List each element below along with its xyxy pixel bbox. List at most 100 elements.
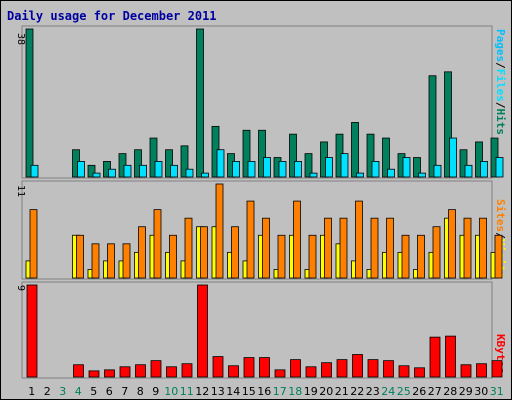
kbytes-bar bbox=[321, 362, 332, 378]
kbytes-bar bbox=[135, 364, 146, 378]
files-bar bbox=[30, 164, 39, 178]
files-bar bbox=[371, 161, 380, 178]
x-axis-day-labels: 1 2 3 4 5 6 7 8 9 10 11 12 13 14 15 16 17 18 19 20 21 22 23 24 2… bbox=[28, 385, 504, 398]
sites-bar bbox=[494, 234, 503, 279]
kbytes-bar bbox=[414, 367, 425, 378]
hits-bar bbox=[149, 137, 158, 178]
kbytes-bar bbox=[104, 369, 115, 378]
kbytes-bar bbox=[290, 359, 301, 378]
top-bars bbox=[25, 28, 504, 178]
sites-bar bbox=[153, 209, 162, 279]
files-bar bbox=[108, 168, 116, 178]
files-bar bbox=[418, 172, 426, 178]
files-bar bbox=[154, 161, 163, 178]
day-label: 17 bbox=[273, 385, 287, 398]
kbytes-bar bbox=[274, 369, 286, 378]
files-bar bbox=[449, 137, 457, 178]
kbytes-bar bbox=[228, 365, 239, 378]
files-bar bbox=[201, 172, 209, 178]
day-label: 20 bbox=[319, 385, 333, 398]
day-label: 12 bbox=[195, 385, 209, 398]
day-label: 28 bbox=[443, 385, 457, 398]
visits-sites-panel bbox=[21, 180, 493, 280]
kbytes-bar bbox=[476, 363, 487, 378]
sites-bar bbox=[386, 217, 394, 279]
legend-files: Files bbox=[494, 69, 507, 102]
day-label: 5 bbox=[90, 385, 97, 398]
files-bar bbox=[356, 172, 364, 178]
files-bar bbox=[185, 168, 194, 178]
hits-bar bbox=[351, 122, 359, 178]
day-label: 19 bbox=[304, 385, 318, 398]
sites-bar bbox=[200, 226, 208, 279]
day-label: 30 bbox=[474, 385, 488, 398]
files-bar bbox=[216, 149, 225, 178]
day-label: 29 bbox=[459, 385, 473, 398]
kbytes-bar bbox=[460, 364, 472, 378]
sites-bar bbox=[324, 217, 332, 279]
sites-bar bbox=[432, 226, 441, 279]
kbytes-bar bbox=[367, 359, 379, 378]
day-label: 27 bbox=[428, 385, 442, 398]
kbytes-bar bbox=[336, 359, 348, 378]
kbytes-bar bbox=[88, 370, 100, 378]
sites-bar bbox=[448, 209, 456, 279]
sites-bar bbox=[479, 217, 487, 279]
hits-bar bbox=[25, 28, 34, 178]
files-bar bbox=[387, 168, 395, 178]
day-label: 21 bbox=[335, 385, 349, 398]
kbytes-ymax-label: 9 bbox=[15, 285, 26, 291]
kbytes-bar bbox=[181, 363, 193, 378]
visits-ymax-label: 11 bbox=[15, 185, 26, 197]
sites-bar bbox=[169, 234, 177, 279]
middle-bars bbox=[25, 183, 503, 279]
kbytes-bar bbox=[119, 366, 131, 378]
sites-bar bbox=[91, 243, 100, 279]
sites-bar bbox=[107, 243, 115, 279]
kbytes-bar bbox=[305, 366, 317, 378]
hits-bar bbox=[444, 71, 452, 178]
day-label: 18 bbox=[288, 385, 302, 398]
day-label: 24 bbox=[381, 385, 395, 398]
kbytes-bar bbox=[491, 360, 503, 378]
files-bar bbox=[263, 157, 271, 178]
sites-bar bbox=[29, 209, 38, 279]
day-label: 25 bbox=[397, 385, 411, 398]
kbytes-bar bbox=[445, 335, 456, 378]
hits-ymax-label: 38 bbox=[15, 33, 26, 45]
files-bar bbox=[123, 164, 132, 178]
sites-bar bbox=[184, 217, 193, 279]
hits-bar bbox=[459, 149, 468, 178]
kbytes-bar bbox=[197, 284, 208, 378]
day-label: 15 bbox=[242, 385, 256, 398]
files-bar bbox=[402, 157, 411, 178]
kbytes-bar bbox=[352, 354, 363, 378]
day-label: 7 bbox=[121, 385, 128, 398]
files-bar bbox=[309, 172, 318, 178]
sites-bar bbox=[277, 234, 286, 279]
files-bar bbox=[139, 164, 147, 178]
chart-title: Daily usage for December 2011 bbox=[7, 9, 217, 23]
sites-bar bbox=[262, 217, 270, 279]
legend-hits: Hits bbox=[494, 109, 507, 136]
legend-pages: Pages bbox=[494, 29, 507, 62]
day-label: 23 bbox=[366, 385, 380, 398]
kbytes-bar bbox=[166, 366, 177, 378]
day-label: 9 bbox=[152, 385, 159, 398]
kbytes-bar bbox=[398, 365, 410, 378]
sites-bar bbox=[215, 183, 224, 279]
day-label: 10 bbox=[164, 385, 178, 398]
kbytes-bar bbox=[150, 360, 162, 378]
hits-bar bbox=[304, 153, 313, 178]
kbytes-bar bbox=[383, 360, 394, 378]
kbytes-panel bbox=[21, 281, 493, 379]
files-bar bbox=[77, 161, 85, 178]
files-bar bbox=[278, 161, 287, 178]
legend-sep: / bbox=[494, 102, 507, 109]
hits-bar bbox=[289, 133, 297, 178]
day-label: 13 bbox=[211, 385, 225, 398]
kbytes-bar bbox=[212, 356, 224, 378]
sites-bar bbox=[246, 200, 255, 279]
sites-bar bbox=[76, 234, 84, 279]
